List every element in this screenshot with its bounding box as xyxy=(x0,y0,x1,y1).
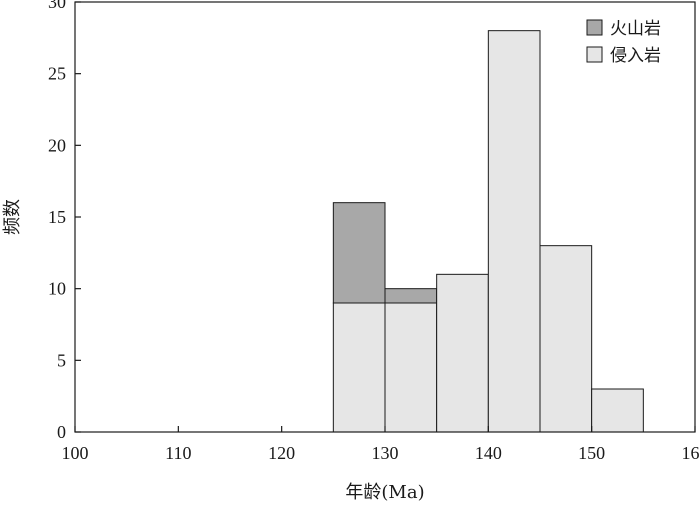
legend-label-0: 火山岩 xyxy=(610,19,661,39)
legend-swatch-0 xyxy=(586,19,603,36)
x-tick-label: 130 xyxy=(372,443,399,463)
bar-segment-series-0-bin-3 xyxy=(487,30,541,433)
bar-segment-series-0-bin-1 xyxy=(384,302,438,433)
y-tick-label: 10 xyxy=(48,279,66,299)
y-tick-label: 0 xyxy=(57,422,66,442)
bars-layer xyxy=(332,30,644,433)
x-tick-label: 120 xyxy=(268,443,295,463)
bar-segment-series-0-bin-2 xyxy=(436,273,489,433)
bar-segment-series-1-bin-1 xyxy=(384,288,438,304)
x-tick-label: 140 xyxy=(475,443,502,463)
x-tick-label: 100 xyxy=(62,443,89,463)
y-tick-label: 15 xyxy=(48,207,66,227)
x-tick-label: 150 xyxy=(578,443,605,463)
y-tick-label: 20 xyxy=(48,135,66,155)
bar-segment-series-0-bin-4 xyxy=(539,245,593,433)
legend-label-1: 侵入岩 xyxy=(610,46,661,66)
x-tick-label: 110 xyxy=(165,443,191,463)
bar-segment-series-0-bin-0 xyxy=(332,302,386,433)
x-tick-label: 160 xyxy=(682,443,700,463)
y-tick-label: 5 xyxy=(57,350,66,370)
y-tick-label: 30 xyxy=(48,0,66,12)
axes-layer: 100 110 120 130 140 150 160 0 5 10 15 20 25 30 xyxy=(48,0,700,463)
bar-segment-series-0-bin-5 xyxy=(591,388,644,433)
legend-swatch-1 xyxy=(586,46,603,63)
bar-segment-series-1-bin-0 xyxy=(332,202,386,304)
y-axis-title: 频数 xyxy=(2,199,23,235)
x-axis-title: 年龄(Ma) xyxy=(345,482,424,503)
y-tick-label: 25 xyxy=(48,64,66,84)
